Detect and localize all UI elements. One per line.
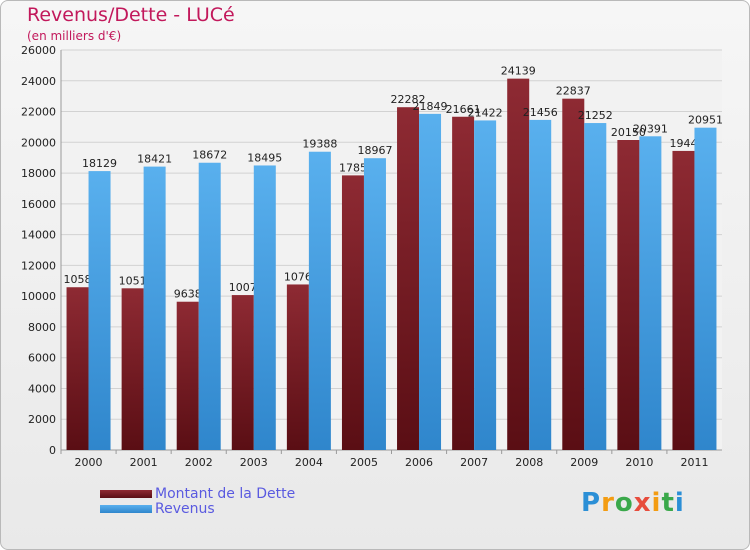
- legend-swatch-debt: [100, 489, 152, 498]
- revenue-bar: [529, 119, 552, 451]
- revenue-bar: [88, 171, 111, 451]
- x-tick-label: 2003: [240, 456, 268, 469]
- revenue-value-label: 18129: [82, 157, 117, 170]
- x-tick-label: 2010: [625, 456, 653, 469]
- revenue-value-label: 20951: [688, 114, 723, 127]
- y-tick-label: 8000: [28, 321, 56, 334]
- debt-value-label: 1058: [64, 273, 92, 286]
- revenue-bar: [584, 123, 607, 451]
- y-tick-label: 22000: [21, 106, 56, 119]
- x-tick-label: 2000: [75, 456, 103, 469]
- y-tick-label: 4000: [28, 382, 56, 395]
- debt-value-label: 22282: [391, 93, 426, 106]
- revenue-bar: [694, 127, 717, 450]
- revenue-value-label: 21422: [468, 106, 503, 119]
- y-tick-label: 12000: [21, 259, 56, 272]
- legend-item-revenue: Revenus: [100, 501, 295, 516]
- x-tick-label: 2005: [350, 456, 378, 469]
- x-tick-label: 2008: [515, 456, 543, 469]
- chart-title: Revenus/Dette - LUCé: [27, 4, 235, 26]
- y-tick-label: 6000: [28, 352, 56, 365]
- revenue-bar: [253, 165, 276, 450]
- x-tick-label: 2002: [185, 456, 213, 469]
- revenue-value-label: 18421: [137, 153, 172, 166]
- debt-value-label: 22837: [556, 85, 591, 98]
- debt-bar: [176, 301, 199, 450]
- legend-label-revenue: Revenus: [155, 500, 215, 517]
- debt-bar: [507, 78, 530, 450]
- proxiti-logo: Proxiti: [581, 488, 685, 518]
- debt-bar: [341, 175, 364, 450]
- revenue-value-label: 21456: [523, 106, 558, 119]
- x-tick-label: 2006: [405, 456, 433, 469]
- y-tick-label: 0: [49, 444, 56, 457]
- chart-subtitle: (en milliers d'€): [27, 29, 122, 43]
- revenue-bar: [639, 136, 662, 451]
- revenue-value-label: 19388: [302, 138, 337, 151]
- debt-value-label: 1051: [119, 274, 147, 287]
- debt-bar: [562, 98, 585, 451]
- revenue-value-label: 18967: [357, 144, 392, 157]
- plot-area: [61, 50, 722, 450]
- debt-value-label: 9638: [174, 288, 202, 301]
- y-tick-label: 14000: [21, 229, 56, 242]
- debt-bar: [397, 107, 420, 450]
- revenue-value-label: 21252: [578, 109, 613, 122]
- y-tick-label: 26000: [21, 44, 56, 57]
- debt-value-label: 1007: [229, 281, 257, 294]
- debt-bar: [231, 295, 254, 450]
- debt-bar: [672, 150, 695, 450]
- debt-bar: [286, 284, 309, 450]
- revenue-value-label: 18495: [247, 151, 282, 164]
- revenue-bar: [198, 162, 221, 450]
- revenue-bar: [474, 120, 497, 450]
- x-tick-label: 2011: [680, 456, 708, 469]
- revenue-bar: [419, 113, 442, 450]
- revenue-value-label: 21849: [413, 100, 448, 113]
- debt-value-label: 24139: [501, 65, 536, 78]
- x-tick-label: 2009: [570, 456, 598, 469]
- debt-value-label: 1944: [669, 137, 697, 150]
- y-tick-label: 18000: [21, 167, 56, 180]
- x-tick-label: 2007: [460, 456, 488, 469]
- debt-bar: [121, 288, 144, 450]
- legend-label-debt: Montant de la Dette: [155, 485, 296, 502]
- debt-value-label: 20150: [611, 126, 646, 139]
- legend-swatch-revenue: [100, 504, 152, 513]
- revenue-bar: [363, 158, 386, 450]
- debt-value-label: 1076: [284, 270, 312, 283]
- y-tick-label: 16000: [21, 198, 56, 211]
- legend: Montant de la Dette Revenus: [100, 486, 295, 516]
- revenue-bar: [143, 166, 166, 450]
- y-tick-label: 2000: [28, 413, 56, 426]
- revenue-value-label: 20391: [633, 122, 668, 135]
- y-tick-label: 24000: [21, 75, 56, 88]
- y-tick-label: 20000: [21, 136, 56, 149]
- revenue-bar: [308, 151, 331, 450]
- legend-item-debt: Montant de la Dette: [100, 486, 295, 501]
- revenue-value-label: 18672: [192, 149, 227, 162]
- debt-value-label: 21661: [446, 103, 481, 116]
- x-tick-label: 2004: [295, 456, 323, 469]
- x-tick-label: 2001: [130, 456, 158, 469]
- debt-bar: [66, 287, 89, 450]
- debt-bar: [617, 140, 640, 450]
- debt-bar: [452, 116, 475, 450]
- y-tick-label: 10000: [21, 290, 56, 303]
- debt-value-label: 1785: [339, 161, 367, 174]
